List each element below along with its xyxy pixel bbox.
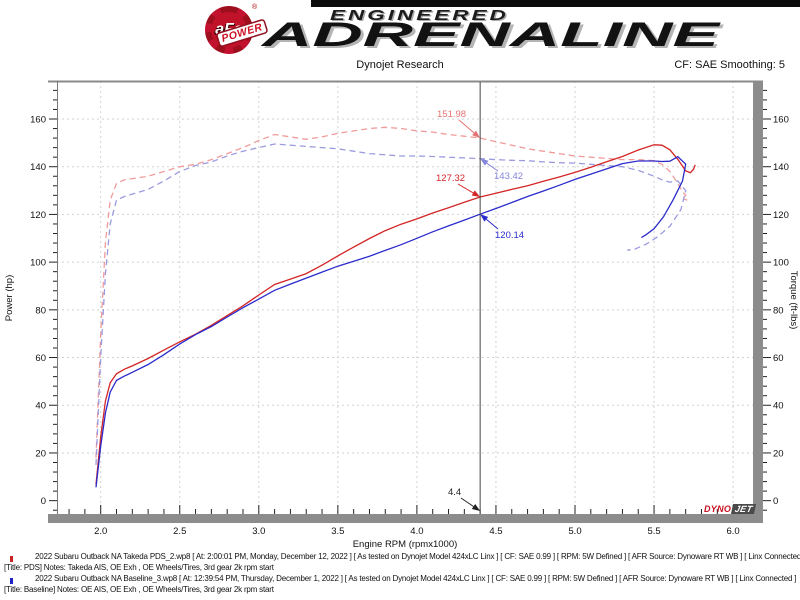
y-tick-label-left: 20 xyxy=(35,448,46,459)
annotation-arrowhead-icon xyxy=(480,214,489,222)
y-tick-label-left: 160 xyxy=(30,115,46,126)
annotation-arrow-line xyxy=(485,218,499,230)
annotation-arrowhead-icon xyxy=(471,504,481,511)
y-tick-label-right: 60 xyxy=(773,353,784,364)
y-tick-label-left: 40 xyxy=(35,401,46,412)
y-tick-label-right: 160 xyxy=(773,115,789,126)
x-tick-label: 5.5 xyxy=(647,526,660,537)
series-takeda-power xyxy=(95,144,696,485)
y-tick-label-right: 80 xyxy=(773,305,784,316)
smoothing-setting: CF: SAE Smoothing: 5 xyxy=(674,59,785,71)
plot-bottom-spine xyxy=(48,514,763,523)
y-tick-label-right: 140 xyxy=(773,162,789,173)
series-baseline-torque xyxy=(95,143,687,465)
x-axis-title: Engine RPM (rpmx1000) xyxy=(353,539,458,550)
y-tick-label-left: 120 xyxy=(30,210,46,221)
x-tick-label: 5.0 xyxy=(568,526,581,537)
annotation-arrowhead-icon xyxy=(471,190,481,198)
annotation-arrow-line xyxy=(460,497,474,507)
y-tick-label-left: 140 xyxy=(30,162,46,173)
y-tick-label-right: 100 xyxy=(773,258,789,269)
dynojet-logo-jet: JET xyxy=(731,504,757,514)
y-tick-label-left: 100 xyxy=(30,258,46,269)
legend-notes-baseline: [Title: Baseline] Notes: OE AIS, OE Exh … xyxy=(4,585,274,594)
annotation-label: 143.42 xyxy=(494,171,523,182)
annotation-arrowhead-icon xyxy=(480,158,489,166)
series-baseline-power xyxy=(95,155,687,488)
banner-black-bar xyxy=(311,0,800,7)
legend-run-baseline[interactable]: 2022 Subaru Outback NA Baseline_3.wp8 [ … xyxy=(35,574,797,583)
legend-notes-takeda: [Title: PDS] Notes: Takeda AIS, OE Exh ,… xyxy=(4,563,274,572)
x-tick-label: 4.0 xyxy=(410,526,423,537)
x-tick-label: 3.5 xyxy=(331,526,344,537)
annotation-arrow-line xyxy=(486,162,499,172)
annotation-label: 127.32 xyxy=(436,173,465,184)
y-tick-label-left: 0 xyxy=(41,496,46,507)
x-tick-label: 6.0 xyxy=(726,526,739,537)
dynojet-logo-icon: DYNO JET xyxy=(704,504,757,514)
y-tick-label-right: 20 xyxy=(773,448,784,459)
y-tick-label-right: 0 xyxy=(773,496,778,507)
y-tick-label-left: 80 xyxy=(35,305,46,316)
x-tick-label: 3.0 xyxy=(252,526,265,537)
series-takeda-torque xyxy=(95,126,688,458)
registered-mark: ® xyxy=(252,4,258,11)
legend-marker-baseline xyxy=(10,578,13,584)
plot-right-spine xyxy=(753,81,763,514)
banner-adrenaline: ADRENALINE xyxy=(262,16,719,54)
y-axis-title-left: Power (hp) xyxy=(4,275,15,321)
annotation-arrow-line xyxy=(458,119,475,134)
annotation-arrowhead-icon xyxy=(472,130,481,139)
legend-run-takeda[interactable]: 2022 Subaru Outback NA Takeda PDS_2.wp8 … xyxy=(35,552,800,561)
annotation-label: 120.14 xyxy=(495,230,524,241)
annotation-arrow-line xyxy=(457,183,474,194)
x-tick-label: 2.5 xyxy=(173,526,186,537)
chart-title: Dynojet Research xyxy=(356,59,444,71)
annotation-label: 4.4 xyxy=(448,487,461,498)
annotation-label: 151.98 xyxy=(437,109,466,120)
legend-marker-takeda xyxy=(10,556,13,562)
x-tick-label: 4.5 xyxy=(489,526,502,537)
y-tick-label-left: 60 xyxy=(35,353,46,364)
x-tick-label: 2.0 xyxy=(94,526,107,537)
dynojet-logo-dyno: DYNO xyxy=(704,504,732,514)
y-tick-label-right: 40 xyxy=(773,401,784,412)
banner-engineered: ENGINEERED xyxy=(330,7,509,24)
y-axis-title-right: Torque (ft-lbs) xyxy=(788,271,799,330)
y-tick-label-right: 120 xyxy=(773,210,789,221)
